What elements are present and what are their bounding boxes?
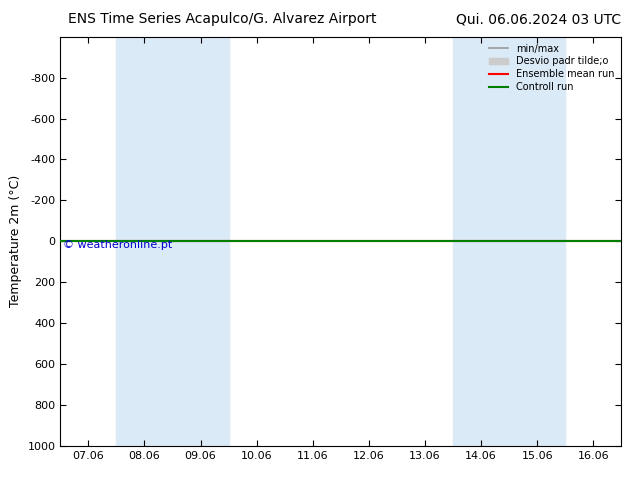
- Text: Qui. 06.06.2024 03 UTC: Qui. 06.06.2024 03 UTC: [456, 12, 621, 26]
- Text: © weatheronline.pt: © weatheronline.pt: [63, 241, 172, 250]
- Bar: [453, 37, 565, 446]
- Text: ENS Time Series Acapulco/G. Alvarez Airport: ENS Time Series Acapulco/G. Alvarez Airp…: [68, 12, 376, 26]
- Bar: [117, 37, 228, 446]
- Legend: min/max, Desvio padr tilde;o, Ensemble mean run, Controll run: min/max, Desvio padr tilde;o, Ensemble m…: [485, 40, 618, 96]
- Y-axis label: Temperature 2m (°C): Temperature 2m (°C): [9, 175, 22, 307]
